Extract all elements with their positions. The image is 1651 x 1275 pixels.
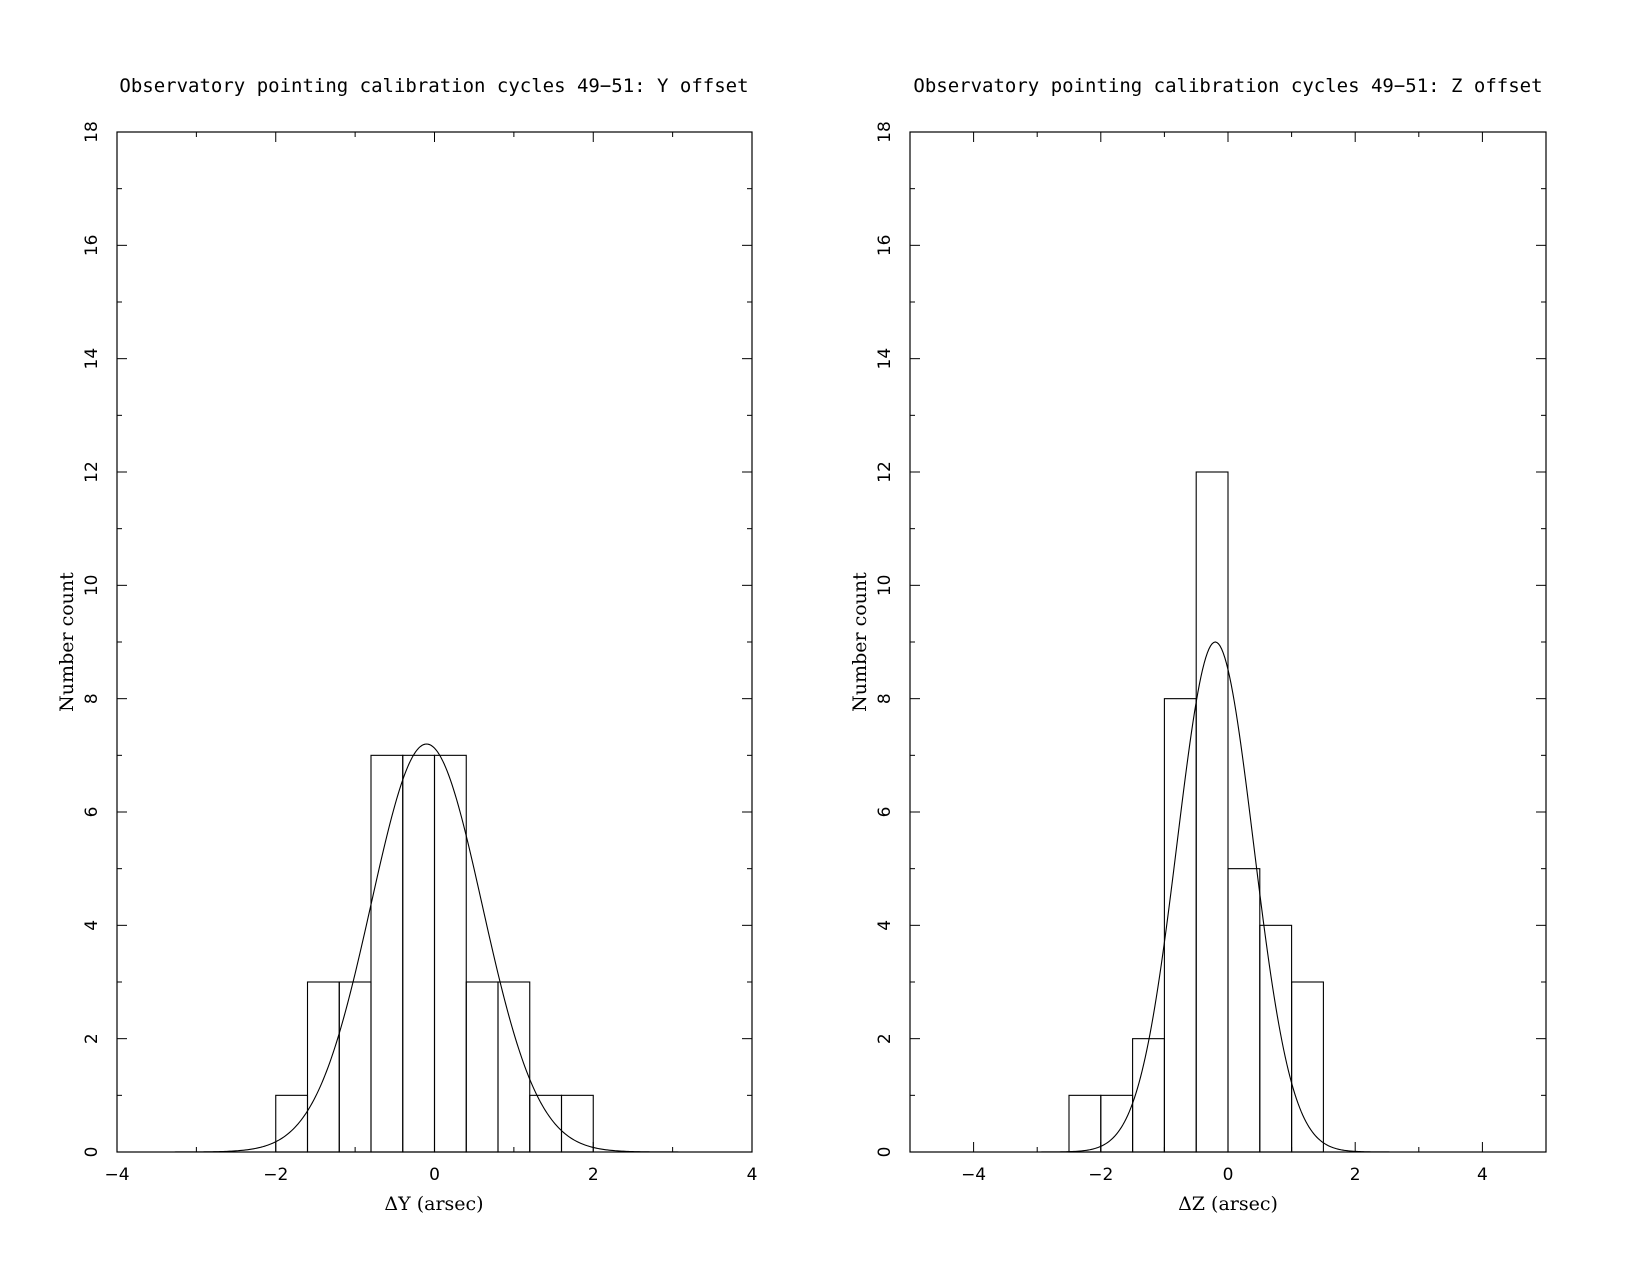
y-tick-label: 10 — [875, 575, 895, 597]
histogram-bar — [402, 754, 436, 1153]
x-tick-label: 2 — [1350, 1165, 1361, 1185]
histogram-bar — [306, 981, 340, 1153]
histogram-bar — [1163, 698, 1197, 1153]
y-tick-label: 0 — [875, 1147, 895, 1158]
chart-title: Observatory pointing calibration cycles … — [119, 75, 748, 97]
plot-frame — [909, 131, 1547, 1153]
chart-panel-z-offset: Observatory pointing calibration cycles … — [849, 75, 1547, 1215]
x-tick-label: −2 — [1088, 1165, 1113, 1185]
x-axis-label: ΔY (arsec) — [384, 1193, 483, 1215]
histogram-bar — [338, 981, 372, 1153]
y-tick-label: 12 — [82, 461, 102, 483]
histogram-bar — [1227, 868, 1261, 1153]
x-tick-label: −4 — [104, 1165, 129, 1185]
histogram-bar — [1068, 1094, 1102, 1153]
y-tick-label: 6 — [875, 807, 895, 818]
x-tick-label: −2 — [263, 1165, 288, 1185]
y-axis-label: Number count — [849, 572, 871, 712]
y-tick-label: 16 — [82, 235, 102, 257]
histogram-bar — [1291, 981, 1324, 1153]
histogram-bar — [370, 754, 404, 1153]
histogram-bar — [529, 1094, 563, 1153]
x-tick-label: 4 — [1477, 1165, 1488, 1185]
y-tick-label: 14 — [82, 348, 102, 370]
y-tick-label: 18 — [82, 121, 102, 143]
y-tick-label: 12 — [875, 461, 895, 483]
y-tick-label: 4 — [82, 920, 102, 931]
y-tick-label: 4 — [875, 920, 895, 931]
y-tick-label: 2 — [82, 1033, 102, 1044]
y-tick-label: 2 — [875, 1033, 895, 1044]
histogram-bar — [1259, 924, 1293, 1153]
y-axis-label: Number count — [56, 572, 78, 712]
histogram-bar — [465, 981, 499, 1153]
y-tick-label: 10 — [82, 575, 102, 597]
y-tick-label: 8 — [82, 693, 102, 704]
x-tick-label: −4 — [961, 1165, 986, 1185]
y-tick-label: 14 — [875, 348, 895, 370]
x-tick-label: 0 — [429, 1165, 440, 1185]
histogram-bar — [275, 1094, 309, 1153]
histogram-bar — [1132, 1038, 1165, 1153]
plot-frame — [116, 131, 753, 1153]
y-tick-label: 0 — [82, 1147, 102, 1158]
y-tick-label: 6 — [82, 807, 102, 818]
x-tick-label: 0 — [1223, 1165, 1234, 1185]
histogram-bar — [1195, 471, 1229, 1153]
y-tick-label: 8 — [875, 693, 895, 704]
x-tick-label: 2 — [588, 1165, 599, 1185]
chart-title: Observatory pointing calibration cycles … — [913, 75, 1542, 97]
chart-panel-y-offset: Observatory pointing calibration cycles … — [56, 75, 757, 1215]
histogram-bar — [433, 754, 467, 1153]
x-tick-label: 4 — [747, 1165, 758, 1185]
y-tick-label: 18 — [875, 121, 895, 143]
histogram-bar — [560, 1094, 594, 1153]
x-axis-label: ΔZ (arsec) — [1178, 1193, 1278, 1215]
y-tick-label: 16 — [875, 235, 895, 257]
